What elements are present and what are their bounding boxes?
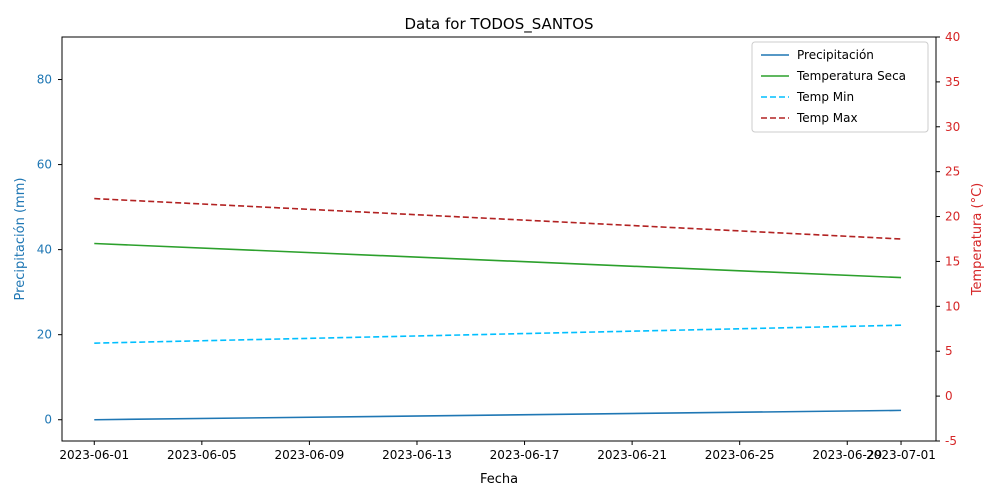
legend-items: Precipitación Temperatura Seca Temp Min Tem… bbox=[761, 48, 906, 125]
right-axis-ticks: -5 0 5 10 15 20 25 30 35 40 bbox=[936, 30, 960, 448]
x-tick-label: 2023-06-17 bbox=[490, 448, 560, 462]
series-line-temperatura-seca bbox=[94, 242, 902, 279]
right-tick-label: 10 bbox=[945, 299, 960, 313]
x-tick-label: 2023-06-05 bbox=[167, 448, 237, 462]
right-tick-label: 40 bbox=[945, 30, 960, 44]
series-line-temp-min bbox=[94, 324, 902, 344]
right-tick-label: -5 bbox=[945, 434, 957, 448]
legend-label: Temp Min bbox=[796, 90, 854, 104]
left-axis-label: Precipitación (mm) bbox=[13, 178, 28, 301]
x-axis-ticks: 2023-06-01 2023-06-05 2023-06-09 2023-06-13… bbox=[59, 441, 936, 462]
left-tick-label: 0 bbox=[44, 413, 52, 427]
series-line-precipitaci-n bbox=[94, 409, 902, 421]
right-tick-label: 35 bbox=[945, 75, 960, 89]
x-tick-label: 2023-07-01 bbox=[866, 448, 936, 462]
right-axis-label: Temperatura (°C) bbox=[970, 183, 985, 296]
right-tick-label: 5 bbox=[945, 344, 953, 358]
x-tick-label: 2023-06-25 bbox=[705, 448, 775, 462]
x-axis-label: Fecha bbox=[480, 472, 518, 487]
x-tick-label: 2023-06-01 bbox=[59, 448, 129, 462]
series-line-temp-max bbox=[94, 197, 902, 240]
left-tick-label: 40 bbox=[37, 243, 52, 257]
left-tick-label: 60 bbox=[37, 158, 52, 172]
left-tick-label: 20 bbox=[37, 328, 52, 342]
right-tick-label: 25 bbox=[945, 165, 960, 179]
x-tick-label: 2023-06-21 bbox=[597, 448, 667, 462]
left-axis-ticks: 0 20 40 60 80 bbox=[37, 73, 62, 427]
legend: Precipitación Temperatura Seca Temp Min Tem… bbox=[751, 41, 929, 133]
legend-box bbox=[751, 41, 929, 133]
legend-label: Temperatura Seca bbox=[796, 69, 906, 83]
legend-label: Temp Max bbox=[796, 111, 858, 125]
legend-label: Precipitación bbox=[797, 48, 874, 62]
left-tick-label: 80 bbox=[37, 73, 52, 87]
right-tick-label: 15 bbox=[945, 254, 960, 268]
right-tick-label: 20 bbox=[945, 210, 960, 224]
plot-lines bbox=[94, 197, 902, 421]
right-tick-label: 0 bbox=[945, 389, 953, 403]
x-tick-label: 2023-06-29 bbox=[812, 448, 882, 462]
x-tick-label: 2023-06-09 bbox=[275, 448, 345, 462]
plot-frame bbox=[61, 36, 937, 442]
x-tick-label: 2023-06-13 bbox=[382, 448, 452, 462]
chart-title: Data for TODOS_SANTOS bbox=[404, 15, 593, 34]
right-tick-label: 30 bbox=[945, 120, 960, 134]
